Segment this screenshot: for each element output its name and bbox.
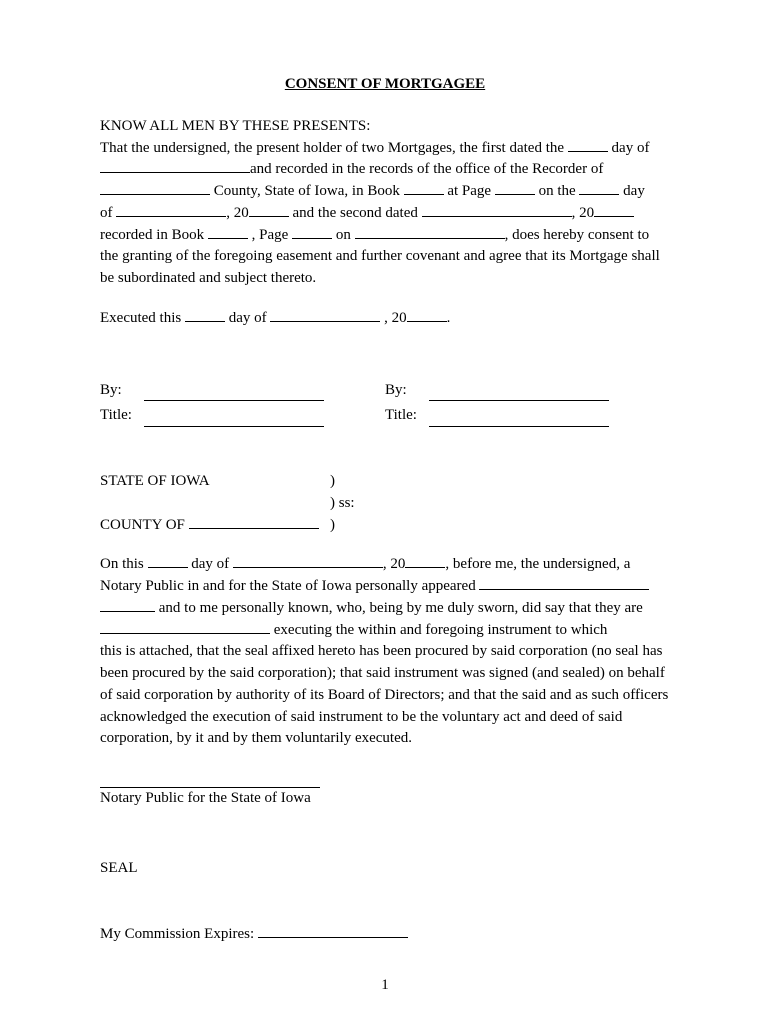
executed-line: Executed this day of , 20. — [100, 308, 670, 330]
blank-book[interactable] — [404, 194, 444, 195]
text: , 20 — [380, 310, 406, 326]
blank-appeared[interactable] — [479, 589, 649, 590]
text: , 20 — [383, 556, 406, 572]
text: and the second dated — [289, 205, 422, 221]
text: on — [332, 227, 355, 243]
text: day of — [608, 140, 650, 156]
text: and to me personally known, who, being b… — [155, 600, 643, 616]
text: , does hereby consent to — [505, 227, 650, 243]
text: at Page — [444, 183, 495, 199]
text: , 20 — [226, 205, 249, 221]
blank-commission[interactable] — [258, 937, 408, 938]
title-signature-line[interactable] — [144, 412, 324, 427]
commission-label: My Commission Expires: — [100, 926, 258, 942]
title-label: Title: — [100, 405, 144, 427]
notary-signature: Notary Public for the State of Iowa — [100, 786, 670, 810]
text: day — [619, 183, 644, 199]
text: day of — [225, 310, 270, 326]
by-signature-line[interactable] — [429, 386, 609, 401]
by-label: By: — [100, 380, 144, 402]
text: of — [100, 205, 116, 221]
commission-line: My Commission Expires: — [100, 924, 670, 946]
blank-second-date[interactable] — [422, 216, 572, 217]
text: the granting of the foregoing easement a… — [100, 248, 660, 286]
text: Executed this — [100, 310, 185, 326]
page: CONSENT OF MORTGAGEE KNOW ALL MEN BY THE… — [0, 0, 770, 945]
blank-county-name[interactable] — [189, 528, 319, 529]
blank-year[interactable] — [249, 216, 289, 217]
text: Notary Public in and for the State of Io… — [100, 578, 479, 594]
text: executing the within and foregoing instr… — [270, 622, 607, 638]
text: day of — [188, 556, 233, 572]
blank-on[interactable] — [355, 238, 505, 239]
notary-label: Notary Public for the State of Iowa — [100, 788, 670, 810]
seal-label: SEAL — [100, 858, 670, 880]
paren: ) — [330, 515, 360, 537]
blank-exec-month[interactable] — [270, 321, 380, 322]
blank-executing[interactable] — [100, 633, 270, 634]
blank-notary-year[interactable] — [405, 567, 445, 568]
blank-day2[interactable] — [579, 194, 619, 195]
text: On this — [100, 556, 148, 572]
blank-day[interactable] — [568, 151, 608, 152]
blank-and[interactable] — [100, 611, 155, 612]
paren: ) — [330, 471, 360, 493]
text: and recorded in the records of the offic… — [250, 161, 603, 177]
by-label: By: — [385, 380, 429, 402]
text: County, State of Iowa, in Book — [210, 183, 404, 199]
blank-page[interactable] — [495, 194, 535, 195]
signature-row: By: Title: By: Title: — [100, 380, 670, 432]
text: this is attached, that the seal affixed … — [100, 643, 668, 746]
heading-text: KNOW ALL MEN BY THESE PRESENTS: — [100, 118, 370, 134]
signature-left: By: Title: — [100, 380, 385, 432]
blank-of[interactable] — [116, 216, 226, 217]
notary-paragraph: On this day of , 20 , before me, the unde… — [100, 554, 670, 750]
text: , before me, the undersigned, a — [445, 556, 630, 572]
blank-notary-day[interactable] — [148, 567, 188, 568]
text: . — [447, 310, 451, 326]
blank-notary-month[interactable] — [233, 567, 383, 568]
blank-exec-day[interactable] — [185, 321, 225, 322]
main-paragraph: KNOW ALL MEN BY THESE PRESENTS: That the… — [100, 116, 670, 290]
blank-page2[interactable] — [292, 238, 332, 239]
state-label: STATE OF IOWA — [100, 471, 330, 493]
title-signature-line[interactable] — [429, 412, 609, 427]
ss-text: ) ss: — [330, 493, 360, 515]
county-label: COUNTY OF — [100, 517, 189, 533]
blank-month[interactable] — [100, 172, 250, 173]
blank-exec-year[interactable] — [407, 321, 447, 322]
document-title: CONSENT OF MORTGAGEE — [100, 74, 670, 96]
text: on the — [535, 183, 580, 199]
blank-book2[interactable] — [208, 238, 248, 239]
text: That the undersigned, the present holder… — [100, 140, 568, 156]
signature-right: By: Title: — [385, 380, 670, 432]
blank-year2[interactable] — [594, 216, 634, 217]
text: , 20 — [572, 205, 595, 221]
title-label: Title: — [385, 405, 429, 427]
state-county-block: STATE OF IOWA ) ) ss: COUNTY OF ) — [100, 471, 670, 536]
blank-county[interactable] — [100, 194, 210, 195]
text: recorded in Book — [100, 227, 208, 243]
text: , Page — [248, 227, 292, 243]
page-number: 1 — [0, 977, 770, 994]
by-signature-line[interactable] — [144, 386, 324, 401]
